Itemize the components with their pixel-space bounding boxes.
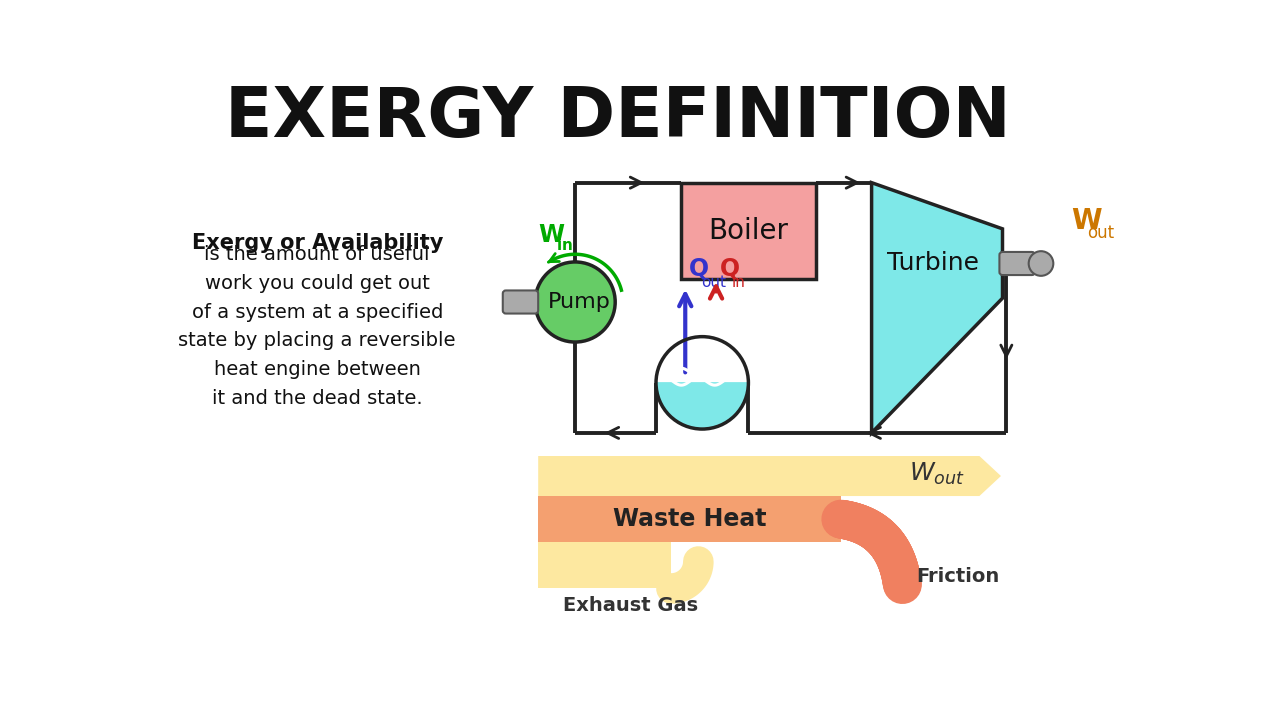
Text: $W_{out}$: $W_{out}$ xyxy=(909,461,965,487)
Text: Exergy or Availability: Exergy or Availability xyxy=(192,233,443,253)
Text: out: out xyxy=(1088,224,1115,242)
Text: $\mathbf{W}$: $\mathbf{W}$ xyxy=(539,222,566,246)
FancyBboxPatch shape xyxy=(503,290,538,313)
Circle shape xyxy=(1029,251,1053,276)
Text: Friction: Friction xyxy=(916,567,1000,586)
Polygon shape xyxy=(538,496,841,542)
Text: $\mathbf{W}$: $\mathbf{W}$ xyxy=(1071,207,1103,235)
Polygon shape xyxy=(657,383,749,429)
FancyBboxPatch shape xyxy=(1000,252,1034,275)
Text: Boiler: Boiler xyxy=(708,217,788,245)
Circle shape xyxy=(657,337,749,429)
Text: in: in xyxy=(731,276,745,290)
Text: Exhaust Gas: Exhaust Gas xyxy=(563,596,698,615)
Text: $\mathbf{in}$: $\mathbf{in}$ xyxy=(556,238,572,253)
Text: Turbine: Turbine xyxy=(887,251,979,276)
FancyBboxPatch shape xyxy=(681,183,815,279)
Text: $\mathbf{Q}$: $\mathbf{Q}$ xyxy=(689,256,709,282)
Polygon shape xyxy=(538,542,672,588)
Text: out: out xyxy=(700,276,726,290)
Text: Waste Heat: Waste Heat xyxy=(613,507,767,531)
Text: $\mathbf{Q}$: $\mathbf{Q}$ xyxy=(719,256,740,282)
Polygon shape xyxy=(538,456,1001,496)
Text: Pump: Pump xyxy=(548,292,611,312)
Text: EXERGY DEFINITION: EXERGY DEFINITION xyxy=(224,84,1010,150)
Text: is the amount of useful
work you could get out
of a system at a specified
state : is the amount of useful work you could g… xyxy=(178,245,456,408)
Circle shape xyxy=(535,262,616,342)
Polygon shape xyxy=(872,183,1002,433)
